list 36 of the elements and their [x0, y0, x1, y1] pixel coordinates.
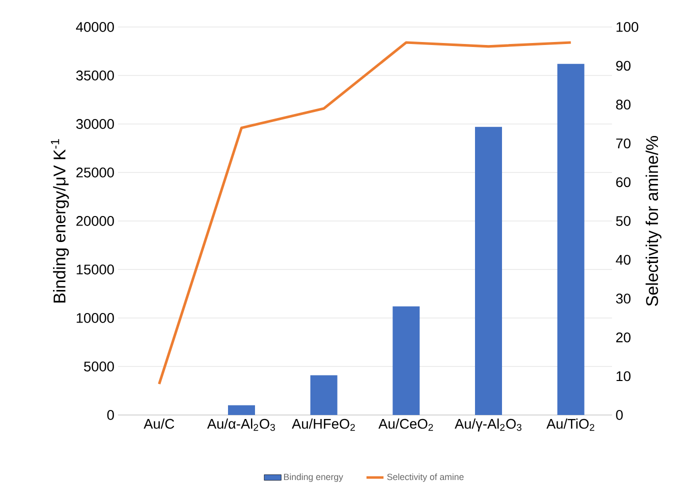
line-series — [158, 41, 572, 386]
bar — [475, 126, 502, 415]
legend-label: Selectivity of amine — [387, 474, 464, 482]
x-tick-label: Au/HFeO$_{2}$ — [292, 418, 355, 431]
x-tick-label: Au/TiO$_{2}$ — [546, 418, 594, 431]
y2-tick-label: 10 — [616, 371, 630, 382]
y-tick-label: 0 — [107, 410, 114, 420]
x-tick-label: Au/CeO$_{2}$ — [378, 418, 433, 431]
y-tick-label: 40000 — [76, 22, 114, 32]
y2-axis-title: Selectivity for amine/% — [646, 136, 662, 306]
y-tick-label: 20000 — [76, 216, 114, 226]
y2-tick-label: 0 — [616, 410, 623, 420]
y-tick-label: 5000 — [84, 362, 114, 372]
bar — [557, 64, 584, 415]
y-tick-label: 30000 — [76, 119, 114, 129]
y2-tick-label: 80 — [616, 100, 630, 110]
y-tick-label: 35000 — [76, 70, 114, 80]
y2-tick-label: 30 — [616, 294, 630, 304]
y2-tick-label: 60 — [616, 177, 630, 188]
y-tick-label: 15000 — [76, 264, 114, 274]
y2-tick-label: 20 — [616, 332, 630, 342]
y-tick-label: 10000 — [76, 313, 114, 323]
legend-label: Binding energy — [284, 474, 344, 482]
x-tick-label: Au/γ-Al$_{2}$O$_{3}$ — [454, 418, 522, 432]
x-tick-label: Au/α-Al$_{2}$O$_{3}$ — [207, 418, 275, 431]
y2-tick-label: 40 — [616, 254, 630, 265]
y2-tick-label: 100 — [616, 22, 638, 32]
bar — [392, 306, 420, 415]
y-axis-title: Binding energy/μV K$^{-1}$ — [50, 139, 69, 303]
x-tick-label: Au/C — [144, 418, 174, 429]
y2-tick-label: 70 — [616, 138, 630, 148]
y2-tick-label: 50 — [616, 216, 630, 226]
bar — [228, 405, 255, 415]
y-tick-label: 25000 — [76, 168, 114, 178]
bar — [310, 375, 338, 415]
y2-tick-label: 90 — [616, 60, 630, 71]
